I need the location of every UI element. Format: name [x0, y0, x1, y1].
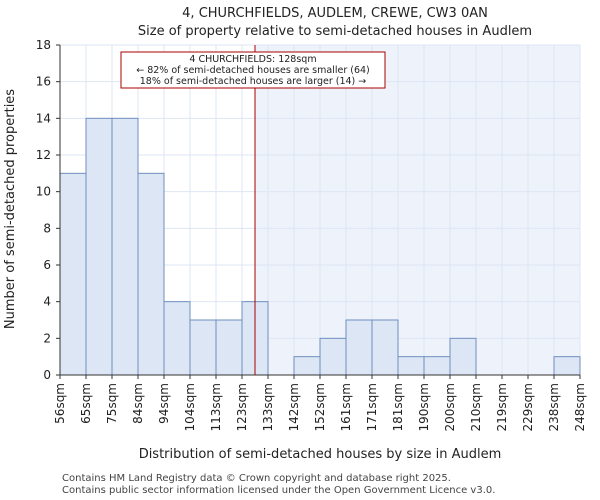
bar	[553, 356, 581, 376]
annotation-line: ← 82% of semi-detached houses are smalle…	[136, 65, 370, 76]
y-tick-label: 2	[43, 331, 51, 345]
bar	[371, 319, 399, 376]
x-tick-label: 238sqm	[547, 383, 561, 431]
bar	[137, 172, 165, 376]
bar	[319, 337, 347, 376]
bar	[449, 337, 477, 376]
x-tick-label: 65sqm	[79, 383, 93, 424]
bar	[85, 117, 113, 376]
bars	[59, 117, 581, 376]
x-tick-label: 229sqm	[521, 383, 535, 431]
y-tick-label: 6	[43, 258, 51, 272]
y-tick-label: 12	[36, 148, 51, 162]
y-tick-label: 8	[43, 221, 51, 235]
x-tick-label: 200sqm	[443, 383, 457, 431]
annotation-line: 18% of semi-detached houses are larger (…	[140, 76, 367, 87]
x-tick-label: 190sqm	[417, 383, 431, 431]
x-tick-label: 94sqm	[157, 383, 171, 424]
x-tick-label: 56sqm	[53, 383, 67, 424]
y-tick-label: 10	[36, 185, 51, 199]
x-tick-label: 181sqm	[391, 383, 405, 431]
x-axis-label: Distribution of semi-detached houses by …	[139, 447, 502, 462]
y-tick-label: 0	[43, 368, 51, 382]
x-tick-label: 84sqm	[131, 383, 145, 424]
footer-copyright: Contains HM Land Registry data © Crown c…	[62, 473, 451, 484]
x-tick-label: 104sqm	[183, 383, 197, 431]
property-marker: 4 CHURCHFIELDS: 128sqm← 82% of semi-deta…	[120, 45, 386, 375]
bar	[189, 319, 217, 376]
bar	[111, 117, 139, 376]
x-tick-label: 210sqm	[469, 383, 483, 431]
bar	[397, 356, 425, 376]
chart-title: 4, CHURCHFIELDS, AUDLEM, CREWE, CW3 0AN	[182, 6, 488, 21]
x-tick-label: 142sqm	[287, 383, 301, 431]
annotation-box	[120, 51, 386, 89]
x-tick-label: 248sqm	[573, 383, 587, 431]
y-tick-label: 14	[36, 111, 51, 125]
plot-background	[255, 45, 580, 375]
bar	[293, 356, 321, 376]
x-tick-label: 75sqm	[105, 383, 119, 424]
x-tick-label: 219sqm	[495, 383, 509, 431]
chart-subtitle: Size of property relative to semi-detach…	[138, 24, 532, 39]
x-tick-label: 152sqm	[313, 383, 327, 431]
y-tick-label: 4	[43, 295, 51, 309]
annotation-line: 4 CHURCHFIELDS: 128sqm	[189, 54, 316, 65]
x-tick-label: 171sqm	[365, 383, 379, 431]
y-tick-label: 18	[36, 38, 51, 52]
bar	[59, 172, 87, 376]
bar	[163, 301, 191, 376]
bar	[423, 356, 451, 376]
x-tick-label: 133sqm	[261, 383, 275, 431]
x-tick-label: 123sqm	[235, 383, 249, 431]
bar	[345, 319, 373, 376]
x-tick-label: 113sqm	[209, 383, 223, 431]
x-tick-label: 161sqm	[339, 383, 353, 431]
tick-labels: 0 2 4 6 8 10 12 14 16 18 56sqm 65sqm 75sqm 84sqm 94sqm…	[36, 38, 587, 431]
y-axis-label: Number of semi-detached properties	[3, 89, 18, 329]
bar	[215, 319, 243, 376]
larger-region-shade	[255, 45, 580, 375]
y-tick-label: 16	[36, 75, 51, 89]
footer-licence: Contains public sector information licen…	[62, 485, 496, 496]
